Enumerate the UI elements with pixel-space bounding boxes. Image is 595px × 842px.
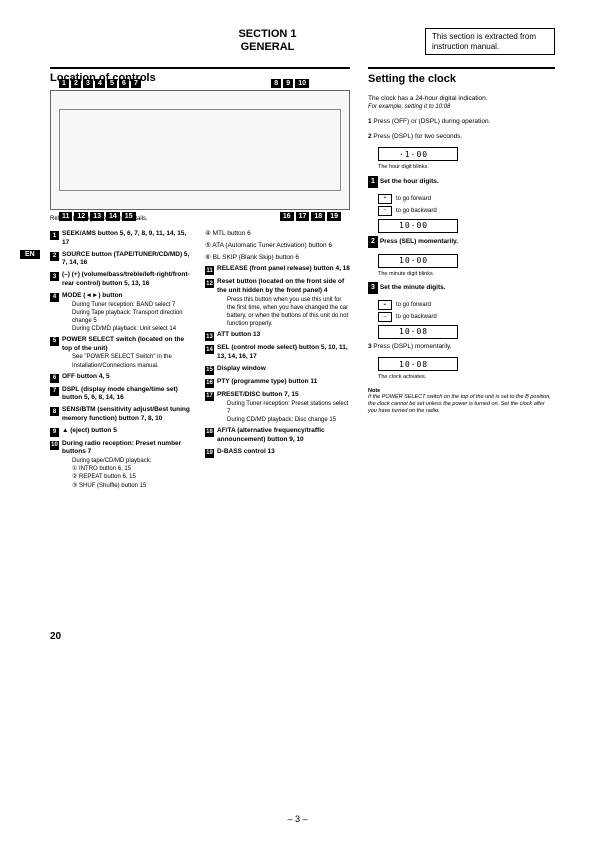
callout-10: 10: [295, 79, 309, 88]
callout-1: 1: [59, 79, 69, 88]
control-item: 19D-BASS control 13: [205, 448, 350, 458]
lang-tag: EN: [20, 250, 40, 259]
heading-clock: Setting the clock: [368, 67, 555, 87]
forward-row: +to go forward: [378, 194, 555, 204]
callout-5: 5: [107, 79, 117, 88]
callout-8: 8: [271, 79, 281, 88]
control-list-left: 1SEEK/AMS button 5, 6, 7, 8, 9, 11, 14, …: [50, 230, 195, 489]
control-diagram: 1234567 8910 1112131415 16171819: [50, 90, 350, 210]
section-title: SECTION 1 GENERAL: [110, 28, 425, 54]
substep-3: 3 Set the minute digits.: [368, 282, 555, 294]
callout-17: 17: [296, 212, 310, 221]
clock-step-2: 2 Press (DSPL) for two seconds.: [368, 132, 555, 141]
control-item: 7DSPL (display mode change/time set) but…: [50, 386, 195, 404]
backward-row: –to go backward: [378, 312, 555, 322]
control-item: 6OFF button 4, 5: [50, 373, 195, 383]
display-caption: The hour digit blinks.: [378, 164, 555, 172]
backward-row: –to go backward: [378, 206, 555, 216]
clock-display: 10·00: [378, 254, 458, 268]
callout-13: 13: [90, 212, 104, 221]
control-item: 10During radio reception: Preset number …: [50, 440, 195, 490]
control-item: 3(–) (+) (volume/bass/treble/left-right/…: [50, 271, 195, 289]
clock-note: Note If the POWER SELECT switch on the t…: [368, 388, 555, 414]
clock-example: For example, setting it to 10:08: [368, 103, 555, 111]
control-item: ④ MTL button 6: [205, 230, 350, 239]
callout-11: 11: [59, 212, 72, 221]
control-item: 14SEL (control mode select) button 5, 10…: [205, 344, 350, 362]
clock-display: 10·08: [378, 325, 458, 339]
display-caption: The minute digit blinks.: [378, 271, 555, 279]
control-item: 1SEEK/AMS button 5, 6, 7, 8, 9, 11, 14, …: [50, 230, 195, 248]
display-caption: The clock activates.: [378, 374, 555, 382]
control-item: 8SENS/BTM (sensitivity adjust/Best tunin…: [50, 406, 195, 424]
control-item: 11RELEASE (front panel release) button 4…: [205, 265, 350, 275]
clock-step-3: 3 Press (DSPL) momentarily.: [368, 342, 555, 351]
callout-12: 12: [74, 212, 88, 221]
control-item: 13ATT button 13: [205, 331, 350, 341]
substep-1: 1 Set the hour digits.: [368, 176, 555, 188]
control-item: 15Display window: [205, 365, 350, 375]
control-item: 16PTY (programme type) button 11: [205, 378, 350, 388]
callout-14: 14: [106, 212, 120, 221]
clock-intro: The clock has a 24-hour digital indicati…: [368, 94, 555, 103]
clock-display: ·1·00: [378, 147, 458, 161]
control-item: 9▲ (eject) button 5: [50, 427, 195, 437]
callout-18: 18: [311, 212, 325, 221]
clock-display: 10·00: [378, 219, 458, 233]
control-item: 2SOURCE button (TAPE/TUNER/CD/MD) 5, 7, …: [50, 251, 195, 269]
control-item: 5POWER SELECT switch (located on the top…: [50, 336, 195, 370]
control-item: ⑥ BL SKIP (Blank Skip) button 6: [205, 254, 350, 263]
callout-15: 15: [122, 212, 136, 221]
clock-display: 10·08: [378, 357, 458, 371]
control-list-right: ④ MTL button 6 ⑤ ATA (Automatic Tuner Act…: [205, 230, 350, 457]
notice-box: This section is extracted from instructi…: [425, 28, 555, 55]
forward-row: +to go forward: [378, 300, 555, 310]
control-item: 17PRESET/DISC button 7, 15During Tuner r…: [205, 391, 350, 424]
callout-7: 7: [131, 79, 141, 88]
control-item: ⑤ ATA (Automatic Tuner Activation) butto…: [205, 242, 350, 251]
callout-4: 4: [95, 79, 105, 88]
callout-19: 19: [327, 212, 341, 221]
control-item: 18AF/TA (alternative frequency/traffic a…: [205, 427, 350, 445]
callout-3: 3: [83, 79, 93, 88]
control-item: 4MODE (◄►) buttonDuring Tuner reception:…: [50, 292, 195, 333]
page-number-left: 20: [50, 631, 61, 642]
callout-6: 6: [119, 79, 129, 88]
clock-step-1: 1 Press (OFF) or (DSPL) during operation…: [368, 117, 555, 126]
page-number-center: – 3 –: [0, 814, 595, 824]
callout-9: 9: [283, 79, 293, 88]
callout-16: 16: [280, 212, 294, 221]
control-item: 12Reset button (located on the front sid…: [205, 278, 350, 328]
callout-2: 2: [71, 79, 81, 88]
substep-2: 2 Press (SEL) momentarily.: [368, 236, 555, 248]
